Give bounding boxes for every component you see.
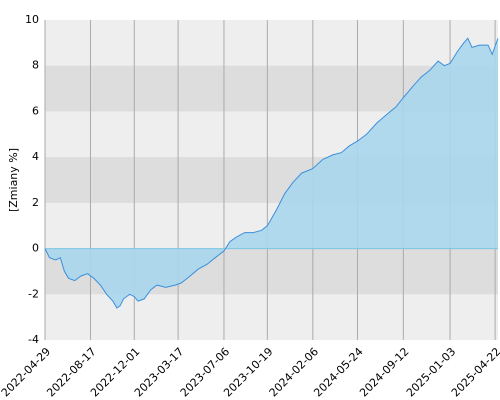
y-axis-label: [Zmiany %] [7, 148, 20, 212]
line [44, 37, 499, 309]
y-tick-label: -2 [28, 287, 39, 300]
y-tick-label: 2 [32, 196, 39, 209]
y-tick-label: 6 [32, 104, 39, 117]
y-tick-label: -4 [28, 333, 39, 346]
x-tick-label: 2024-09-12 [357, 345, 411, 399]
y-tick-label: 0 [32, 242, 39, 255]
y-tick-label: 4 [32, 150, 39, 163]
y-tick-label: 8 [32, 59, 39, 72]
area-fill [45, 38, 498, 309]
y-tick-label: 10 [25, 13, 39, 26]
